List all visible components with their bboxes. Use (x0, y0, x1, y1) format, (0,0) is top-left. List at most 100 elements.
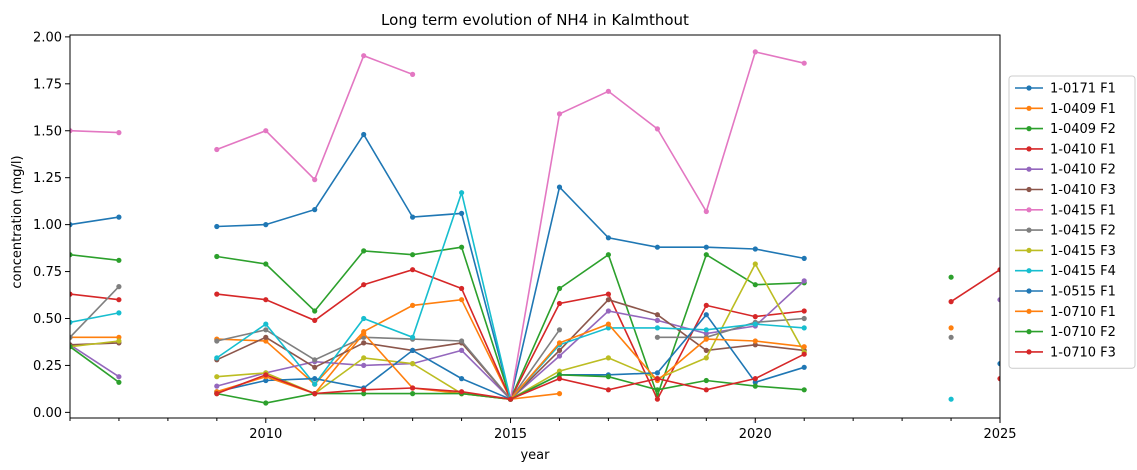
data-point (70, 128, 73, 134)
data-point (752, 314, 758, 320)
legend-swatch-marker (1026, 146, 1032, 152)
legend-label: 1-0710 F2 (1050, 325, 1116, 340)
data-point (801, 364, 807, 370)
series-5 (70, 297, 807, 402)
data-point (312, 376, 318, 382)
data-point (410, 391, 416, 397)
data-point (556, 372, 563, 378)
legend-entry: 1-0710 F3 (1015, 345, 1116, 360)
data-point (116, 257, 122, 263)
data-point (361, 355, 367, 361)
data-point (752, 49, 758, 55)
data-point (752, 282, 758, 288)
y-axis: 0.00 0.25 0.50 0.75 1.00 1.25 1.50 1.75 2.00 (33, 30, 70, 421)
data-point (459, 376, 465, 382)
data-point (214, 291, 220, 297)
data-point (801, 255, 807, 261)
series-line (657, 317, 805, 339)
series-7 (70, 284, 954, 402)
data-point (997, 361, 1000, 367)
data-point (214, 355, 220, 361)
data-point (703, 387, 709, 393)
legend-entry: 1-0515 F1 (1015, 285, 1116, 300)
legend-label: 1-0410 F1 (1050, 142, 1116, 157)
legend-label: 1-0410 F2 (1050, 163, 1116, 178)
data-point (801, 344, 807, 350)
legend-label: 1-0415 F1 (1050, 203, 1116, 218)
data-point (997, 297, 1000, 303)
series-line (70, 129, 119, 134)
data-point (263, 400, 269, 406)
series-line (216, 313, 805, 401)
legend-label: 1-0409 F2 (1050, 122, 1116, 137)
data-point (801, 315, 807, 322)
legend-swatch-marker (1026, 85, 1032, 91)
legend-entry: 1-0415 F4 (1015, 264, 1116, 279)
data-point (263, 321, 269, 327)
legend-swatch-marker (1026, 207, 1032, 213)
series-line (70, 340, 119, 348)
data-point (654, 126, 661, 132)
legend-label: 1-0415 F4 (1050, 264, 1116, 279)
data-point (654, 396, 661, 402)
data-point (312, 317, 318, 323)
legend-entry: 1-0410 F1 (1015, 142, 1116, 157)
data-point (70, 344, 73, 350)
data-point (459, 190, 465, 196)
legend-label: 1-0710 F3 (1050, 345, 1116, 360)
data-point (116, 334, 122, 340)
series-line (70, 293, 119, 301)
data-point (312, 364, 318, 370)
data-point (312, 308, 318, 314)
data-point (410, 267, 416, 273)
data-point (459, 338, 465, 344)
data-point (752, 261, 758, 267)
data-point (312, 357, 318, 363)
data-point (116, 338, 122, 344)
data-point (263, 338, 269, 344)
data-point (605, 387, 612, 393)
data-point (214, 146, 220, 153)
data-point (556, 111, 563, 117)
legend-entry: 1-0710 F1 (1015, 305, 1116, 320)
data-point (361, 330, 367, 337)
series-6 (70, 49, 807, 402)
legend-entry: 1-0415 F2 (1015, 224, 1116, 239)
data-point (703, 377, 709, 384)
data-point (214, 223, 220, 230)
data-point (410, 334, 416, 340)
legend-entry: 1-0415 F3 (1015, 244, 1116, 259)
data-point (605, 355, 612, 361)
x-tick-label: 2025 (983, 427, 1016, 442)
data-point (654, 370, 661, 376)
legend-swatch-marker (1026, 247, 1032, 253)
data-point (948, 325, 954, 331)
data-point (214, 253, 220, 260)
series-line (950, 269, 1000, 303)
data-point (214, 383, 220, 389)
series-line (216, 54, 413, 182)
x-tick-label: 2010 (249, 427, 282, 442)
data-point (312, 207, 318, 213)
y-tick-label: 0.75 (33, 265, 62, 280)
legend-swatch-marker (1026, 288, 1032, 294)
data-point (556, 368, 563, 374)
data-point (703, 327, 709, 333)
data-point (459, 389, 465, 395)
data-point (263, 261, 269, 267)
legend-entry: 1-0415 F1 (1015, 203, 1116, 218)
data-point (605, 321, 612, 327)
data-point (752, 321, 758, 327)
data-point (556, 285, 563, 292)
data-point (654, 325, 661, 331)
data-point (263, 372, 269, 378)
data-point (410, 71, 416, 77)
data-point (312, 381, 318, 387)
y-tick-label: 1.00 (33, 218, 62, 233)
data-point (703, 302, 709, 308)
y-tick-label: 0.25 (33, 359, 62, 374)
data-point (410, 302, 416, 308)
data-point (556, 353, 563, 359)
data-point (410, 385, 416, 391)
data-point (752, 246, 758, 252)
